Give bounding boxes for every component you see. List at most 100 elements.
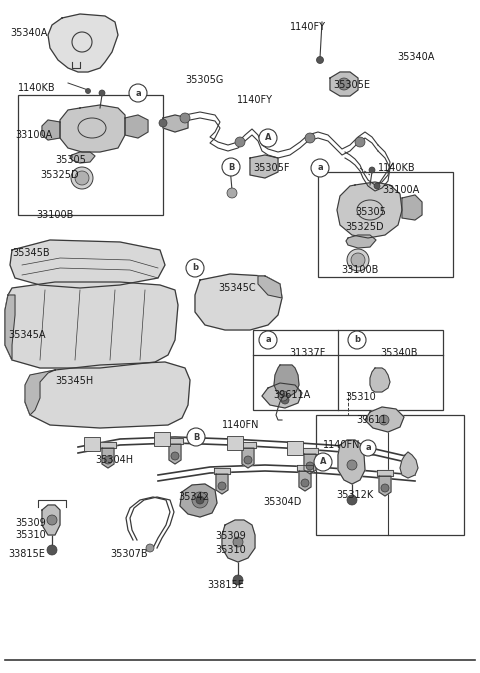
Text: 33100A: 33100A xyxy=(15,130,52,140)
Text: 1140FN: 1140FN xyxy=(323,440,360,450)
Polygon shape xyxy=(48,14,118,72)
Polygon shape xyxy=(338,440,365,484)
Circle shape xyxy=(259,129,277,147)
Polygon shape xyxy=(258,276,282,298)
Polygon shape xyxy=(379,476,391,496)
Text: b: b xyxy=(192,264,198,273)
Text: 1140FY: 1140FY xyxy=(290,22,326,32)
Text: 35310: 35310 xyxy=(215,545,246,555)
Polygon shape xyxy=(330,72,358,96)
Text: a: a xyxy=(365,444,371,452)
Circle shape xyxy=(351,253,365,267)
Text: 39611A: 39611A xyxy=(273,390,310,400)
Circle shape xyxy=(171,452,179,460)
Text: a: a xyxy=(135,89,141,98)
Circle shape xyxy=(222,158,240,176)
Text: 35312K: 35312K xyxy=(336,490,373,500)
Circle shape xyxy=(311,159,329,177)
Text: 35305E: 35305E xyxy=(333,80,370,90)
Text: 35305G: 35305G xyxy=(185,75,223,85)
Polygon shape xyxy=(70,152,95,163)
Polygon shape xyxy=(214,468,230,474)
Text: 35305: 35305 xyxy=(355,207,386,217)
Circle shape xyxy=(159,119,167,127)
Polygon shape xyxy=(274,365,299,396)
Circle shape xyxy=(47,515,57,525)
Polygon shape xyxy=(304,454,316,474)
Polygon shape xyxy=(167,438,183,444)
Polygon shape xyxy=(346,235,376,248)
Bar xyxy=(287,441,303,455)
Polygon shape xyxy=(337,182,402,238)
Bar xyxy=(318,172,453,277)
Polygon shape xyxy=(365,407,404,432)
Text: 33100B: 33100B xyxy=(36,210,74,220)
Bar xyxy=(154,432,170,446)
Polygon shape xyxy=(250,155,278,178)
Text: 1140FY: 1140FY xyxy=(237,95,273,105)
Circle shape xyxy=(278,391,288,401)
Circle shape xyxy=(104,456,112,464)
Polygon shape xyxy=(42,505,60,535)
Circle shape xyxy=(306,462,314,470)
Text: 35310: 35310 xyxy=(345,392,376,402)
Polygon shape xyxy=(25,370,55,415)
Circle shape xyxy=(305,133,315,143)
Polygon shape xyxy=(10,240,165,288)
Circle shape xyxy=(301,479,309,487)
Circle shape xyxy=(71,167,93,189)
Polygon shape xyxy=(25,362,190,428)
Text: 35309: 35309 xyxy=(215,531,246,541)
Text: A: A xyxy=(320,458,326,466)
Polygon shape xyxy=(102,448,114,468)
Text: A: A xyxy=(265,133,271,143)
Circle shape xyxy=(379,415,389,425)
Text: 33100B: 33100B xyxy=(341,265,379,275)
Text: b: b xyxy=(354,336,360,345)
Text: 35307B: 35307B xyxy=(110,549,148,559)
Polygon shape xyxy=(299,471,311,491)
Text: 35345B: 35345B xyxy=(12,248,49,258)
Circle shape xyxy=(347,460,357,470)
Bar xyxy=(316,415,464,535)
Text: 35345H: 35345H xyxy=(55,376,93,386)
Circle shape xyxy=(316,57,324,63)
Text: 33815E: 33815E xyxy=(8,549,45,559)
Text: 35345C: 35345C xyxy=(218,283,256,293)
Circle shape xyxy=(348,331,366,349)
Text: 35305F: 35305F xyxy=(253,163,289,173)
Text: 39611: 39611 xyxy=(356,415,386,425)
Text: 35325D: 35325D xyxy=(40,170,79,180)
Circle shape xyxy=(85,89,91,94)
Text: 33100A: 33100A xyxy=(382,185,419,195)
Circle shape xyxy=(75,171,89,185)
Text: 35305: 35305 xyxy=(55,155,86,165)
Circle shape xyxy=(187,428,205,446)
Circle shape xyxy=(47,545,57,555)
Text: 35304H: 35304H xyxy=(95,455,133,465)
Polygon shape xyxy=(60,105,125,152)
Circle shape xyxy=(360,440,376,456)
Polygon shape xyxy=(370,368,390,392)
Polygon shape xyxy=(242,448,254,468)
Polygon shape xyxy=(297,465,313,471)
Circle shape xyxy=(369,167,375,173)
Polygon shape xyxy=(262,383,302,408)
Circle shape xyxy=(259,331,277,349)
Circle shape xyxy=(180,113,190,123)
Circle shape xyxy=(355,137,365,147)
Polygon shape xyxy=(5,295,15,360)
Polygon shape xyxy=(222,520,255,562)
Text: 33815E: 33815E xyxy=(207,580,244,590)
Circle shape xyxy=(227,188,237,198)
Text: 35304D: 35304D xyxy=(263,497,301,507)
Circle shape xyxy=(374,183,380,189)
Text: 35340B: 35340B xyxy=(380,348,418,358)
Circle shape xyxy=(233,575,243,585)
Circle shape xyxy=(347,249,369,271)
Circle shape xyxy=(347,495,357,505)
Text: a: a xyxy=(317,164,323,172)
Polygon shape xyxy=(100,442,116,448)
Circle shape xyxy=(218,482,226,490)
Text: 35325D: 35325D xyxy=(345,222,384,232)
